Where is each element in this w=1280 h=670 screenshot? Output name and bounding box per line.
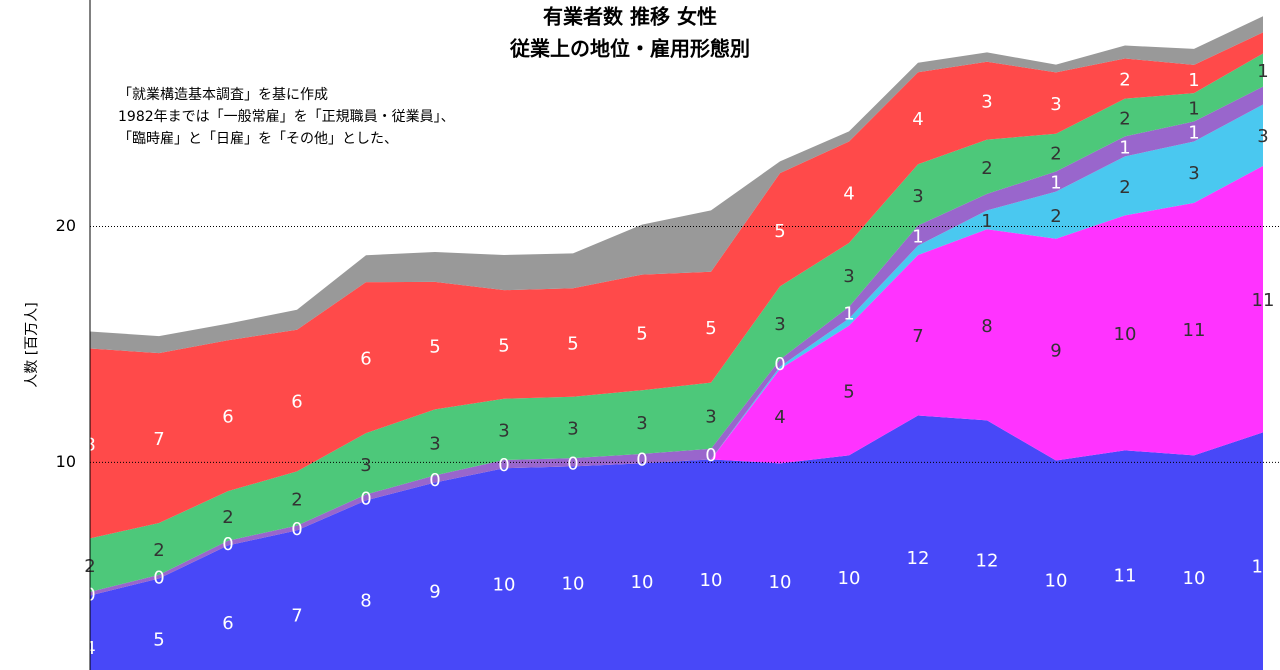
value-label: 0 [291,519,302,540]
value-label: 11 [1252,556,1275,577]
area [90,415,1263,670]
value-label: 2 [1119,108,1130,129]
value-label: 2 [1050,206,1061,227]
value-label: 2 [153,540,164,561]
value-label: 0 [429,470,440,491]
area [90,16,1263,354]
value-label: 2 [981,158,992,179]
value-label: 3 [1257,126,1268,147]
value-label: 3 [912,186,923,207]
value-label: 2 [291,489,302,510]
value-label: 10 [769,572,792,593]
value-label: 12 [976,550,999,571]
value-label: 2 [1119,177,1130,198]
value-label: 10 [631,572,654,593]
value-label: 1 [981,211,992,232]
area [90,32,1263,539]
value-label: 1 [1188,70,1199,91]
value-label: 1 [1119,137,1130,158]
value-label: 3 [498,420,509,441]
annotation: 「臨時雇」と「日雇」を「その他」とした、 [118,130,398,147]
value-label: 4 [774,407,785,428]
area [90,53,1263,592]
value-label: 11 [1183,320,1206,341]
value-label: 1 [843,304,854,325]
value-label: 0 [360,488,371,509]
value-label: 0 [153,568,164,589]
value-label: 11 [1252,290,1275,311]
value-label: 6 [360,349,371,370]
y-tick-label: 20 [56,216,76,235]
value-label: 10 [1045,570,1068,591]
value-label: 0 [567,453,578,474]
value-label: 3 [567,418,578,439]
value-label: 5 [567,334,578,355]
value-label: 5 [843,381,854,402]
value-label: 9 [429,581,440,602]
value-label: 10 [562,573,585,594]
value-label: 11 [1114,565,1137,586]
value-label: 0 [774,354,785,375]
value-label: 5 [705,318,716,339]
value-label: 5 [498,335,509,356]
value-label: 0 [222,534,233,555]
value-label: 3 [705,407,716,428]
value-label: 10 [838,568,861,589]
value-label: 3 [981,92,992,113]
annotation: 「就業構造基本調査」を基に作成 [118,86,328,103]
value-label: 4 [912,109,923,130]
area [90,165,1263,596]
value-label: 3 [360,455,371,476]
value-label: 6 [291,392,302,413]
value-label: 1 [1188,123,1199,144]
value-label: 7 [912,326,923,347]
y-axis-title: 人数 [百万人] [24,302,40,387]
value-label: 7 [291,605,302,626]
value-label: 3 [774,314,785,335]
value-label: 5 [774,221,785,242]
chart-title: 有業者数 推移 女性 [543,5,717,29]
value-label: 0 [636,450,647,471]
value-label: 3 [1050,94,1061,115]
y-tick-label: 10 [56,452,76,471]
area [90,104,1263,596]
value-label: 2 [1119,70,1130,91]
value-label: 0 [498,455,509,476]
value-label: 1 [1188,98,1199,119]
value-label: 10 [493,574,516,595]
chart-subtitle: 従業上の地位・雇用形態別 [509,37,750,61]
value-label: 2 [222,507,233,528]
annotation: 1982年までは「一般常雇」を「正規職員・従業員」、 [118,108,455,125]
value-label: 7 [153,429,164,450]
value-label: 8 [981,316,992,337]
value-label: 3 [843,266,854,287]
value-label: 3 [429,433,440,454]
value-label: 10 [700,570,723,591]
value-label: 0 [705,445,716,466]
value-label: 10 [1114,324,1137,345]
value-label: 1 [1050,173,1061,194]
value-label: 4 [843,183,854,204]
areas [90,16,1263,670]
value-label: 1 [912,227,923,248]
value-label: 3 [636,413,647,434]
value-label: 10 [1183,568,1206,589]
value-label: 6 [222,407,233,428]
value-label: 3 [1188,163,1199,184]
value-label: 5 [429,337,440,358]
value-label: 9 [1050,341,1061,362]
value-label: 2 [1050,144,1061,165]
value-label: 1 [1257,61,1268,82]
value-label: 8 [360,590,371,611]
value-label: 5 [153,629,164,650]
area [90,86,1263,596]
value-label: 6 [222,613,233,634]
value-label: 12 [907,548,930,569]
value-label: 5 [636,323,647,344]
